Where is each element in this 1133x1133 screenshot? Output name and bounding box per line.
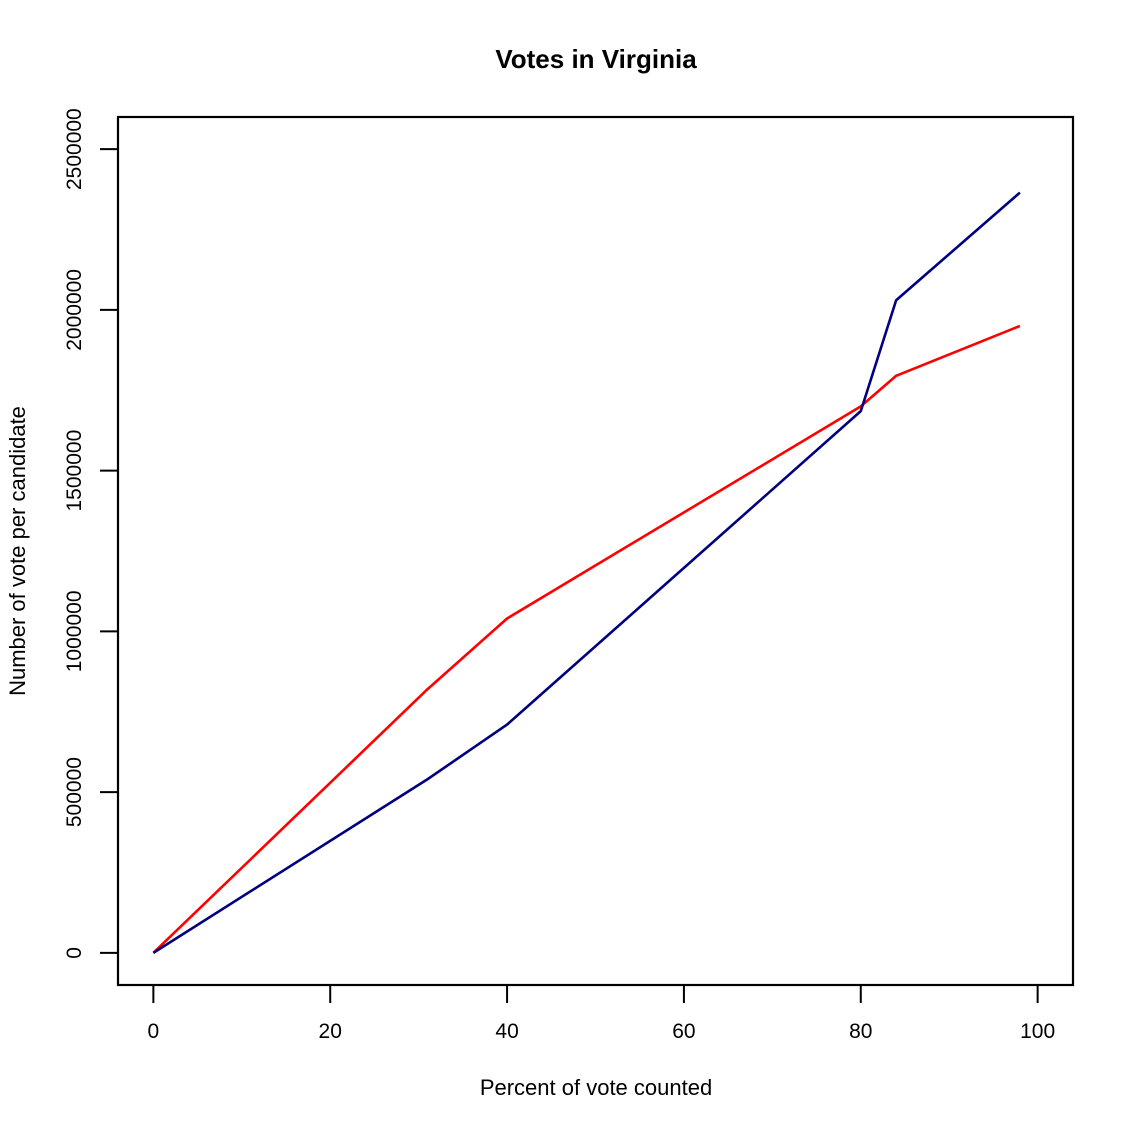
y-axis: 0 500000 1000000 1500000 2000000 2500000 — [63, 108, 119, 959]
x-tick-label: 20 — [319, 1020, 342, 1043]
chart-title: Votes in Virginia — [495, 44, 697, 74]
y-tick-label: 500000 — [63, 757, 86, 827]
plot-frame — [116, 115, 1075, 987]
y-axis-title: Number of vote per candidate — [5, 406, 30, 696]
y-tick-label: 2500000 — [63, 108, 86, 190]
y-tick-label: 0 — [63, 947, 86, 959]
series-layer — [152, 191, 1021, 954]
x-tick-label: 80 — [849, 1020, 872, 1043]
x-axis-title: Percent of vote counted — [480, 1075, 712, 1100]
x-axis: 0 20 40 60 80 100 — [148, 984, 1055, 1043]
y-tick-label: 1500000 — [63, 430, 86, 512]
series-line-1 — [152, 324, 1021, 954]
y-tick-label: 2000000 — [63, 269, 86, 351]
x-tick-label: 60 — [672, 1020, 695, 1043]
y-tick-label: 1000000 — [63, 590, 86, 672]
series-line-2 — [152, 191, 1021, 954]
x-tick-label: 40 — [495, 1020, 518, 1043]
x-tick-label: 100 — [1020, 1020, 1055, 1043]
x-tick-label: 0 — [148, 1020, 160, 1043]
